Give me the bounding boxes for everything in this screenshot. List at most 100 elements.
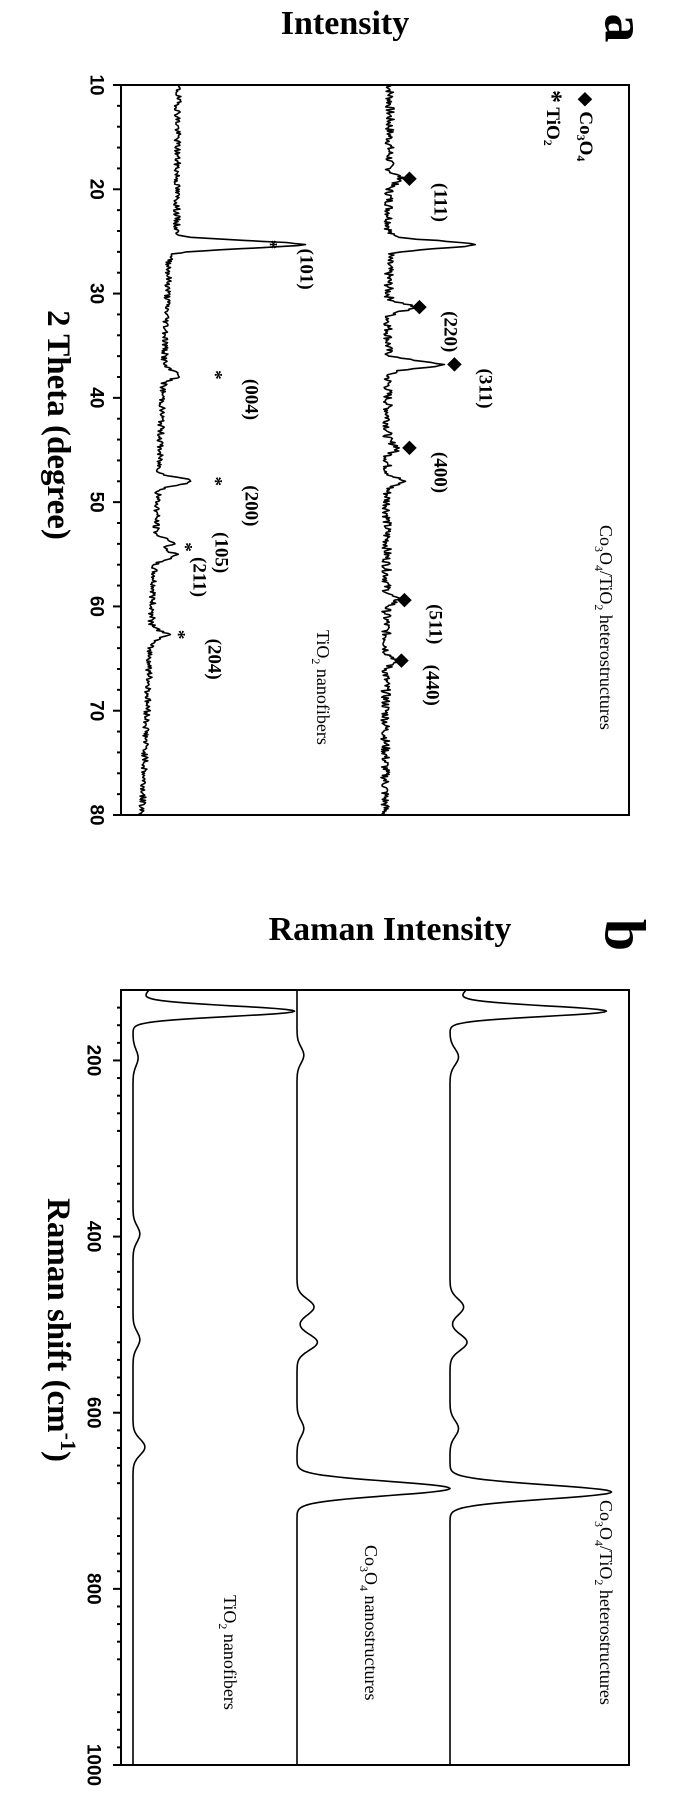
peak-label: (111) — [430, 183, 451, 222]
series-label-heterostructures-part: /TiO — [596, 571, 616, 604]
series-label-heterostructures-part: /TiO — [596, 1546, 616, 1579]
panel-b-letter: b — [593, 919, 658, 951]
x-tick-label: 70 — [86, 700, 107, 721]
series-label-heterostructures: Co3O4/TiO2 heterostructures — [592, 525, 616, 730]
series-label-co3o4-nanostructures-part: 3 — [357, 1566, 371, 1572]
legend-tio2-part: 2 — [541, 140, 555, 146]
x-tick-label: 20 — [86, 179, 107, 200]
peak-label: (511) — [425, 604, 446, 644]
panel-b-xlabel-end: ) — [40, 1451, 76, 1462]
peak-label: (211) — [189, 557, 210, 597]
legend-tio2-part: TiO — [543, 103, 564, 140]
x-tick-label: 600 — [83, 1397, 104, 1429]
peak-label: (311) — [475, 368, 496, 408]
panel-a-xrd: a Intensity 2 Theta (degree) 10 20 30 40 50 6… — [40, 5, 658, 826]
legend-co3o4-part: 3 — [574, 135, 588, 141]
series-label-tio2-nanofibers: TiO2 nanofibers — [216, 1595, 240, 1710]
series-label-tio2-nanofibers-part: TiO — [313, 630, 333, 658]
peak-label: (101) — [296, 249, 317, 290]
series-label-heterostructures-part: Co — [596, 525, 616, 546]
series-label-co3o4-nanostructures-part: O — [361, 1572, 381, 1585]
peak-label: (220) — [440, 311, 461, 352]
series-label-heterostructures: Co3O4/TiO2 heterostructures — [592, 1500, 616, 1705]
panel-b-xlabel: Raman shift (cm-1) — [40, 1198, 81, 1462]
series-label-heterostructures-part: 4 — [592, 1540, 606, 1546]
x-tick-label: 30 — [86, 283, 107, 304]
panel-b-spectra — [132, 989, 613, 1765]
series-label-tio2-nanofibers: TiO2 nanofibers — [309, 630, 333, 745]
panel-b-raman: b Raman Intensity Raman shift (cm-1) 200… — [40, 911, 658, 1786]
legend-co3o4-part: O — [576, 141, 597, 156]
series-label-heterostructures-part: O — [596, 552, 616, 565]
panel-a-ylabel: Intensity — [281, 5, 409, 42]
peak-label: (204) — [204, 639, 225, 680]
co3o4-marker-icon: ◆ — [400, 172, 421, 187]
tio2-marker-icon: * — [168, 630, 189, 640]
tio2-marker-icon: * — [205, 370, 226, 380]
raman-series-line — [132, 989, 296, 1765]
legend-co3o4-part: ◆ — [576, 92, 597, 107]
series-label-heterostructures-part: 2 — [592, 604, 606, 610]
series-label-heterostructures-part: heterostructures — [596, 610, 616, 729]
x-tick-label: 10 — [86, 74, 107, 95]
raman-series-line — [449, 989, 613, 1765]
peak-label: (400) — [430, 452, 451, 493]
tio2-marker-icon: * — [175, 542, 196, 552]
x-tick-label: 60 — [86, 596, 107, 617]
raman-series-line — [296, 990, 451, 1765]
panel-a-letter: a — [593, 14, 658, 43]
x-tick-label: 800 — [83, 1573, 104, 1605]
series-label-tio2-nanofibers-part: nanofibers — [220, 1629, 240, 1709]
xrd-series-line — [138, 84, 307, 816]
peak-label: (440) — [422, 665, 443, 706]
co3o4-marker-icon: ◆ — [392, 653, 413, 668]
co3o4-marker-icon: ◆ — [445, 357, 466, 372]
co3o4-marker-icon: ◆ — [395, 593, 416, 608]
series-label-co3o4-nanostructures-part: nanostructures — [361, 1591, 381, 1700]
x-tick-label: 1000 — [83, 1744, 104, 1786]
x-tick-label: 50 — [86, 492, 107, 513]
series-label-heterostructures-part: 2 — [592, 1579, 606, 1585]
legend-co3o4: ◆ Co3O4 — [574, 92, 597, 161]
series-label-tio2-nanofibers-part: 2 — [216, 1623, 230, 1629]
panel-b-x-ticks: 200 400 600 800 1000 — [83, 1006, 121, 1786]
legend-tio2: * TiO2 — [539, 90, 568, 146]
panel-a-spectra — [138, 84, 477, 816]
peak-label: (105) — [211, 532, 232, 573]
legend-tio2-part: * — [539, 90, 568, 103]
peak-label: (200) — [241, 485, 262, 526]
panel-a-legend: ◆ Co3O4 * TiO2 — [539, 90, 597, 161]
x-tick-label: 200 — [83, 1045, 104, 1077]
panel-a-x-ticks: 10 20 30 40 50 60 70 80 — [86, 74, 121, 826]
series-label-heterostructures-part: heterostructures — [596, 1585, 616, 1704]
panel-a-frame — [120, 84, 630, 816]
x-tick-label: 80 — [86, 804, 107, 825]
series-label-tio2-nanofibers-part: 2 — [309, 658, 323, 664]
legend-co3o4-part: Co — [576, 107, 597, 135]
co3o4-marker-icon: ◆ — [410, 300, 431, 315]
series-label-co3o4-nanostructures: Co3O4 nanostructures — [357, 1545, 381, 1700]
series-label-tio2-nanofibers-part: TiO — [220, 1595, 240, 1623]
x-tick-label: 40 — [86, 387, 107, 408]
series-label-heterostructures-part: 4 — [592, 565, 606, 571]
panel-b-ylabel: Raman Intensity — [269, 911, 512, 948]
panel-b-xlabel-sup: -1 — [56, 1433, 81, 1451]
legend-co3o4-part: 4 — [574, 155, 588, 161]
panel-a-annotations: ◆ (111) ◆ (220) ◆ (311) ◆ (400) ◆ (511) ◆ (440) * (10… — [168, 172, 496, 706]
series-label-tio2-nanofibers-part: nanofibers — [313, 664, 333, 744]
series-label-co3o4-nanostructures-part: Co — [361, 1545, 381, 1566]
series-label-co3o4-nanostructures-part: 4 — [357, 1585, 371, 1591]
panel-b-xlabel-main: Raman shift (cm — [40, 1198, 76, 1433]
panel-a-xlabel: 2 Theta (degree) — [40, 310, 76, 540]
tio2-marker-icon: * — [260, 240, 281, 250]
series-label-heterostructures-part: 3 — [592, 1521, 606, 1527]
tio2-marker-icon: * — [205, 477, 226, 487]
co3o4-marker-icon: ◆ — [400, 441, 421, 456]
peak-label: (004) — [241, 379, 262, 420]
series-label-heterostructures-part: 3 — [592, 546, 606, 552]
series-label-heterostructures-part: Co — [596, 1500, 616, 1521]
x-tick-label: 400 — [83, 1221, 104, 1253]
